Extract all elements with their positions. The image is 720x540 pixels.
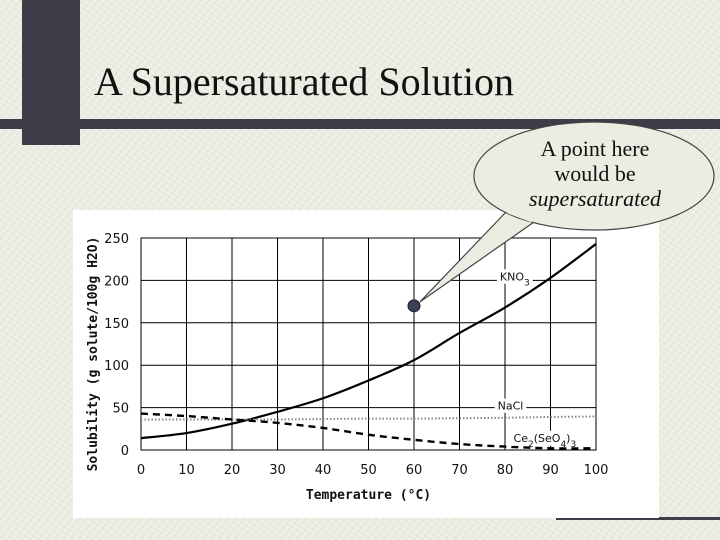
x-tick-label: 10	[178, 463, 195, 478]
callout-line-2: would be	[554, 161, 636, 186]
x-tick-label: 0	[137, 463, 145, 478]
y-tick-label: 50	[112, 402, 129, 417]
x-tick-label: 80	[497, 463, 514, 478]
y-tick-label: 150	[104, 317, 129, 332]
callout-bubble	[473, 121, 715, 231]
series-label-ce2-seo4-3: Ce2(SeO4)3	[514, 432, 577, 450]
y-axis-title: Solubility (g solute/100g H2O)	[86, 237, 101, 472]
footer-rule	[556, 517, 720, 520]
y-tick-label: 200	[104, 274, 129, 289]
y-tick-label: 100	[104, 359, 129, 374]
slide-title: A Supersaturated Solution	[94, 59, 514, 104]
series-label-nacl: NaCl	[498, 400, 524, 413]
x-tick-label: 60	[406, 463, 423, 478]
y-tick-label: 250	[104, 232, 129, 247]
series-label-kno3: KNO3	[500, 270, 530, 288]
x-tick-label: 20	[224, 463, 241, 478]
solubility-chart: 0 10 20 30 40 50 60 70 80 90 100 0 50 100 150 200 250 Tem…	[86, 232, 609, 503]
x-tick-label: 30	[269, 463, 286, 478]
x-tick-label: 70	[451, 463, 468, 478]
supersaturated-point-marker	[407, 299, 421, 313]
series-label-bg	[510, 430, 580, 446]
x-tick-label: 100	[584, 463, 609, 478]
x-tick-label: 90	[542, 463, 559, 478]
series-label-bg	[496, 269, 533, 285]
series-line-kno3	[140, 243, 597, 440]
callout-seam	[507, 210, 533, 223]
title-rule	[0, 119, 720, 129]
x-tick-label: 40	[315, 463, 332, 478]
x-tick-label: 50	[360, 463, 377, 478]
series-line-ce2-seo4-3	[140, 412, 597, 450]
callout-pointer	[419, 211, 536, 303]
callout-line-1: A point here	[540, 136, 650, 161]
chart-panel	[73, 210, 659, 518]
callout-line-3: supersaturated	[529, 186, 661, 211]
callout-text: A point here would be supersaturated	[500, 136, 690, 211]
series-label-bg	[494, 398, 527, 414]
x-axis-title: Temperature (°C)	[306, 488, 431, 503]
y-tick-label: 0	[121, 444, 129, 459]
